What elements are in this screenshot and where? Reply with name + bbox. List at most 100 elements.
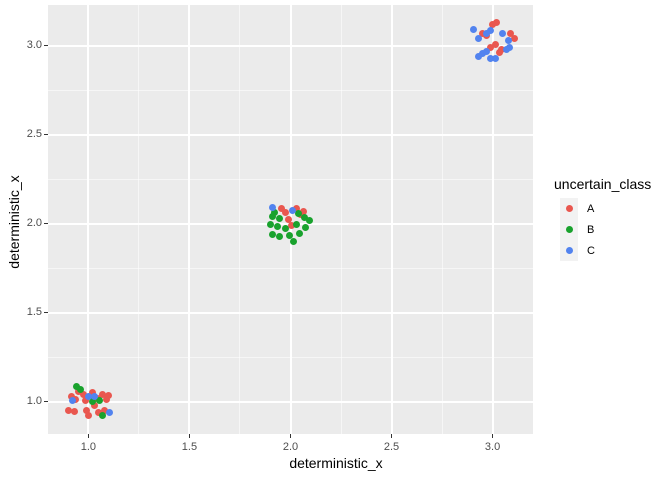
data-point-C (106, 409, 114, 417)
data-point-B (281, 225, 289, 233)
data-point-B (89, 398, 97, 406)
legend-dot-icon (565, 247, 573, 254)
data-point-A (491, 41, 499, 49)
y-tick-mark (44, 134, 48, 136)
y-tick-mark (44, 401, 48, 403)
data-point-C (482, 30, 490, 38)
legend-entry-A: A (554, 198, 651, 219)
data-point-B (289, 237, 297, 245)
major-gridline-y (48, 44, 533, 47)
data-point-A (285, 216, 293, 223)
y-tick-mark (44, 223, 48, 225)
data-point-A (478, 30, 486, 38)
data-point-C (491, 54, 499, 62)
major-gridline-x (390, 5, 393, 434)
data-point-B (301, 224, 309, 232)
legend-key (560, 219, 578, 240)
minor-gridline-x (340, 5, 342, 434)
legend-entry-C: C (554, 240, 651, 261)
data-point-C (269, 203, 277, 211)
x-tick-label: 3.0 (484, 441, 501, 453)
data-point-B (99, 412, 107, 420)
data-point-A (293, 205, 301, 213)
data-point-C (289, 206, 297, 214)
data-point-C (85, 393, 93, 401)
major-gridline-x (188, 5, 191, 434)
x-tick-mark (87, 434, 89, 438)
legend-dot-icon (565, 205, 573, 212)
data-point-B (305, 216, 313, 224)
data-point-B (276, 215, 284, 223)
data-point-A (88, 389, 96, 397)
data-point-A (83, 407, 91, 414)
legend-entry-label: A (587, 202, 595, 215)
data-point-B (273, 223, 281, 231)
data-point-C (482, 48, 490, 56)
data-point-C (474, 53, 482, 61)
data-point-A (84, 412, 92, 420)
y-tick-label: 3.0 (26, 39, 42, 52)
legend-key (560, 240, 578, 261)
data-point-C (505, 43, 513, 51)
data-point-A (94, 408, 102, 416)
data-point-B (286, 232, 294, 240)
data-point-A (64, 407, 72, 414)
data-point-C (486, 26, 494, 34)
data-point-A (100, 407, 108, 414)
y-tick-mark (44, 45, 48, 47)
legend-title: uncertain_class (554, 176, 652, 192)
data-point-C (478, 49, 486, 57)
x-tick-label: 2.0 (282, 441, 299, 453)
data-point-A (67, 393, 75, 401)
data-point-A (495, 49, 503, 57)
x-tick-label: 1.5 (181, 441, 198, 453)
major-gridline-y (48, 133, 533, 136)
data-point-C (504, 37, 512, 45)
y-tick-mark (44, 312, 48, 314)
major-gridline-x (87, 5, 90, 434)
data-point-B (77, 385, 85, 393)
major-gridline-y (48, 400, 533, 403)
data-point-B (296, 230, 304, 238)
data-point-A (493, 18, 501, 26)
data-point-B (96, 397, 104, 405)
data-point-B (276, 232, 284, 240)
data-point-B (268, 213, 276, 221)
legend-entry-B: B (554, 219, 651, 240)
x-axis-title: deterministic_x (289, 455, 383, 471)
data-point-C (68, 397, 76, 405)
data-point-A (498, 45, 506, 53)
legend-entry-label: B (587, 223, 595, 236)
data-point-B (72, 382, 80, 390)
data-point-C (487, 54, 495, 62)
plot-panel (48, 5, 533, 434)
x-tick-mark (290, 434, 291, 438)
data-point-B (300, 214, 308, 222)
legend-entry-label: C (587, 244, 595, 257)
y-tick-label: 1.0 (26, 395, 42, 408)
data-point-C (475, 35, 483, 43)
major-gridline-x (491, 5, 494, 434)
y-tick-label: 2.0 (26, 217, 42, 230)
data-point-A (507, 30, 515, 38)
legend-dot-icon (565, 226, 573, 233)
x-tick-mark (391, 434, 393, 438)
data-point-C (470, 26, 478, 34)
data-point-A (90, 402, 98, 410)
data-point-C (499, 30, 507, 38)
data-point-A (281, 208, 289, 216)
data-point-B (294, 210, 302, 218)
data-point-B (266, 221, 274, 229)
data-point-B (293, 221, 301, 229)
legend-key (560, 198, 578, 219)
x-tick-mark (492, 434, 494, 438)
data-point-A (510, 34, 518, 42)
data-point-A (81, 396, 89, 404)
data-point-A (102, 396, 110, 404)
data-point-A (105, 391, 113, 399)
data-point-A (288, 222, 295, 230)
x-tick-label: 1.0 (80, 441, 97, 453)
data-point-A (277, 205, 285, 213)
